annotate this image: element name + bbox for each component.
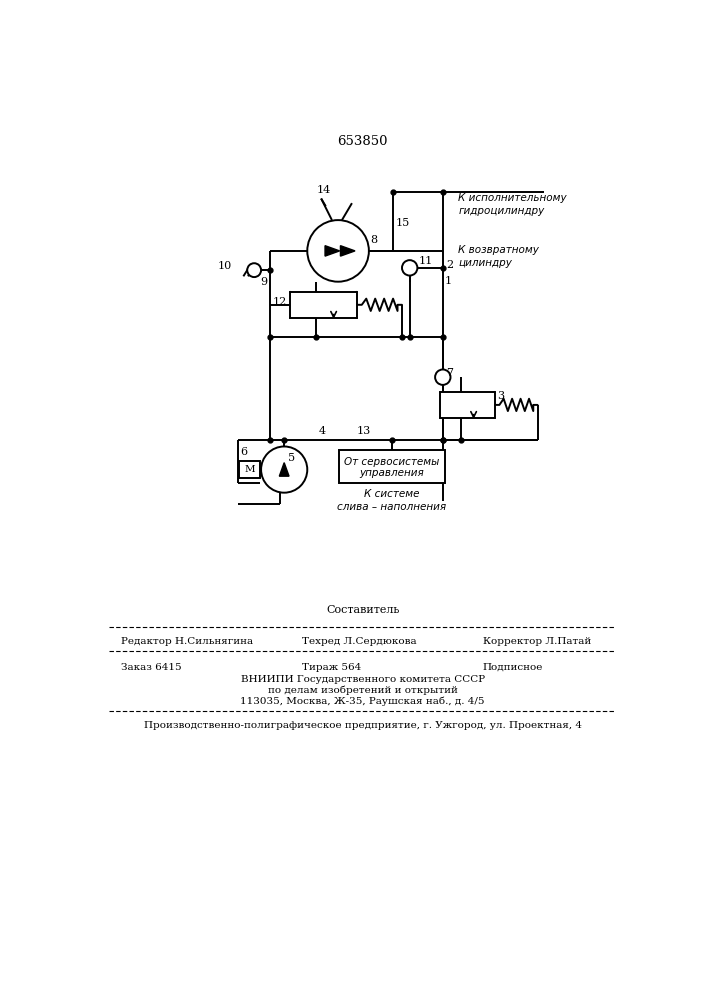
Text: Тираж 564: Тираж 564 xyxy=(302,663,361,672)
Text: 14: 14 xyxy=(317,185,332,195)
Circle shape xyxy=(435,369,450,385)
Text: 5: 5 xyxy=(288,453,295,463)
Text: 12: 12 xyxy=(273,297,287,307)
Text: 15: 15 xyxy=(396,218,410,228)
Text: Составитель: Составитель xyxy=(326,605,399,615)
Text: К исполнительному
гидроцилиндру: К исполнительному гидроцилиндру xyxy=(458,193,567,216)
Text: M: M xyxy=(244,465,255,474)
Polygon shape xyxy=(279,463,289,476)
Text: 8: 8 xyxy=(370,235,378,245)
Text: 4: 4 xyxy=(319,426,326,436)
Text: Производственно-полиграфическое предприятие, г. Ужгород, ул. Проектная, 4: Производственно-полиграфическое предприя… xyxy=(144,721,582,730)
Text: 3: 3 xyxy=(498,391,505,401)
Text: Техред Л.Сердюкова: Техред Л.Сердюкова xyxy=(302,637,416,646)
Bar xyxy=(339,450,445,483)
Text: 13: 13 xyxy=(356,426,370,436)
Text: Подписное: Подписное xyxy=(483,663,543,672)
Circle shape xyxy=(247,263,261,277)
Text: ВНИИПИ Государственного комитета СССР: ВНИИПИ Государственного комитета СССР xyxy=(240,675,485,684)
Text: К возвратному
цилиндру: К возвратному цилиндру xyxy=(458,245,539,268)
Text: 7: 7 xyxy=(446,368,453,378)
Circle shape xyxy=(308,220,369,282)
Circle shape xyxy=(402,260,417,276)
Text: 9: 9 xyxy=(260,277,267,287)
Text: К системе
слива – наполнения: К системе слива – наполнения xyxy=(337,489,447,512)
Polygon shape xyxy=(341,246,355,256)
Text: по делам изобретений и открытий: по делам изобретений и открытий xyxy=(268,686,457,695)
Text: управления: управления xyxy=(360,468,424,478)
Text: 113035, Москва, Ж-35, Раушская наб., д. 4/5: 113035, Москва, Ж-35, Раушская наб., д. … xyxy=(240,697,485,706)
Text: Корректор Л.Патай: Корректор Л.Патай xyxy=(483,637,591,646)
Polygon shape xyxy=(325,246,339,256)
Circle shape xyxy=(261,446,308,493)
Bar xyxy=(239,461,260,478)
Text: 6: 6 xyxy=(240,447,247,457)
Text: 10: 10 xyxy=(218,261,232,271)
Bar xyxy=(440,392,495,418)
Text: 1: 1 xyxy=(445,276,452,286)
Text: От сервосистемы: От сервосистемы xyxy=(344,457,440,467)
Text: 11: 11 xyxy=(419,256,433,266)
Bar xyxy=(290,292,357,318)
Text: 2: 2 xyxy=(446,260,453,270)
Text: Редактор Н.Сильнягина: Редактор Н.Сильнягина xyxy=(121,637,253,646)
Text: Заказ 6415: Заказ 6415 xyxy=(121,663,182,672)
Text: 653850: 653850 xyxy=(337,135,388,148)
